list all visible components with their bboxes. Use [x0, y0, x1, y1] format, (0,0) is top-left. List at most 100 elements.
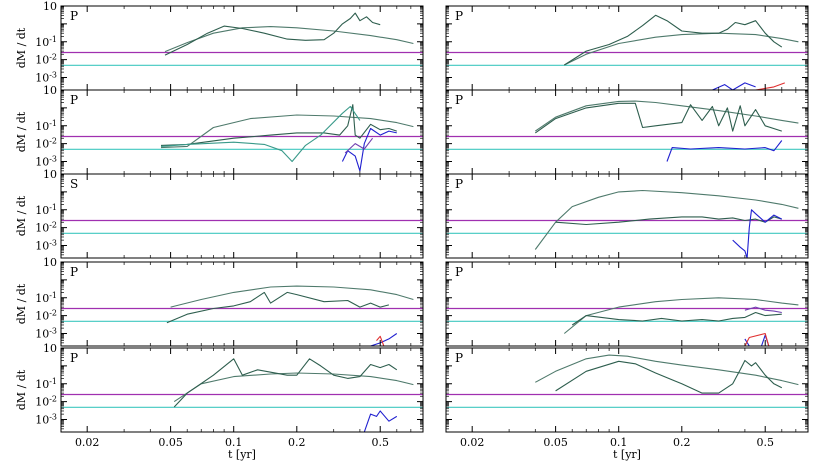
series-line-accretion [534, 102, 782, 134]
series-group [564, 14, 799, 90]
series-line-blue [732, 209, 783, 258]
panel-label: P [70, 93, 78, 107]
panel-label: P [455, 265, 463, 279]
x-tick-label: 0.5 [756, 436, 774, 449]
series-line-accretion [571, 311, 782, 326]
panel-frame [445, 347, 809, 433]
x-tick-label: 0.02 [460, 436, 485, 449]
panel-frame [60, 173, 424, 259]
panel-9: P [60, 347, 424, 433]
y-axis-title: dM / dt [15, 283, 28, 324]
x-tick-label: 0.1 [610, 436, 628, 449]
panel-label: P [70, 9, 78, 23]
panel-label: P [455, 351, 463, 365]
panel-10: P [445, 347, 809, 433]
panel-label: P [455, 93, 463, 107]
series-group [173, 358, 414, 432]
series-line-red [376, 335, 385, 346]
panel-3: P [60, 89, 424, 175]
panel-frame [60, 347, 424, 433]
panel-2: P [445, 5, 809, 91]
y-tick-label: 10 [43, 342, 57, 355]
series-line-purple [744, 306, 782, 314]
y-axis-title: dM / dt [15, 111, 28, 152]
y-axis-title: dM / dt [15, 369, 28, 410]
panel-6: P [445, 173, 809, 259]
series-group [534, 189, 799, 258]
series-line-blue [341, 127, 397, 172]
series-line-smooth [534, 189, 799, 250]
y-tick-label: 10-3 [35, 239, 57, 253]
x-tick-label: 0.2 [673, 436, 691, 449]
x-axis-title: t [yr] [613, 448, 641, 461]
x-axis-labels: 0.02 0.05 0.1 0.2 0.5 t [yr] 0.02 0.05 0.1 0.2 0.5… [75, 436, 774, 461]
panel-label: S [70, 177, 78, 191]
series-line-smooth [563, 297, 799, 334]
series-line-accretion [173, 358, 398, 408]
y-tick-label: 10 [43, 0, 57, 13]
y-tick-label: 10-2 [35, 221, 57, 235]
y-tick-label: 10-1 [35, 291, 57, 305]
y-tick-label: 10-3 [35, 71, 57, 85]
x-axis-title: t [yr] [228, 448, 256, 461]
series-group [563, 297, 799, 346]
y-tick-label: 10-3 [35, 327, 57, 341]
series-line-accretion [160, 104, 397, 146]
panel-frame [445, 5, 809, 91]
series-line-red [744, 332, 770, 346]
y-tick-label: 10-1 [35, 377, 57, 391]
y-tick-label: 10-2 [35, 309, 57, 323]
panel-frame [445, 261, 809, 347]
panel-5: S [60, 173, 424, 259]
series-line-smooth [534, 100, 799, 132]
series-group [535, 354, 799, 394]
y-tick-label: 10-2 [35, 53, 57, 67]
series-line-accretion [166, 291, 390, 324]
panels-group: P P P P S P P P P P [60, 5, 809, 433]
panel-frame [60, 261, 424, 347]
y-tick-label: 10 [43, 84, 57, 97]
y-tick-label: 10-2 [35, 137, 57, 151]
series-line-smooth [160, 114, 414, 149]
series-line-teal [160, 105, 361, 163]
series-line-smooth [170, 285, 414, 308]
y-tick-label: 10-1 [35, 119, 57, 133]
y-tick-label: 10 [43, 256, 57, 269]
series-line-smooth [535, 354, 799, 386]
x-tick-label: 0.05 [158, 436, 183, 449]
panel-frame [445, 173, 809, 259]
panel-label: P [70, 351, 78, 365]
x-tick-label: 0.1 [225, 436, 243, 449]
series-group [164, 12, 414, 56]
y-axis-title: dM / dt [15, 195, 28, 236]
y-tick-label: 10-1 [35, 203, 57, 217]
series-line-accretion [564, 14, 783, 66]
panel-1: P [60, 5, 424, 91]
series-group [160, 104, 414, 172]
series-line-purple [344, 137, 374, 154]
series-line-accretion [555, 359, 783, 394]
series-line-smooth [173, 372, 414, 403]
y-axis-labels: 10 10-1 10-2 10-3 dM / dt 10-1 10-2 10-3 dM / dt… [15, 0, 57, 427]
panel-label: P [455, 177, 463, 191]
series-line-blue [666, 140, 783, 162]
y-tick-label: 10 [43, 168, 57, 181]
x-tick-label: 0.05 [543, 436, 568, 449]
y-tick-label: 10-3 [35, 155, 57, 169]
y-axis-title: dM / dt [15, 27, 28, 68]
y-tick-label: 10-2 [35, 395, 57, 409]
series-line-blue [233, 410, 398, 432]
panel-frame [445, 89, 809, 175]
panel-label: P [455, 9, 463, 23]
series-line-blue [712, 82, 756, 90]
series-line-smooth [564, 32, 799, 66]
series-line-blue [744, 334, 782, 346]
x-tick-label: 0.5 [371, 436, 389, 449]
panel-4: P [445, 89, 809, 175]
series-group [166, 285, 414, 346]
panel-8: P [445, 261, 809, 347]
panel-7: P [60, 261, 424, 347]
panel-label: P [70, 265, 78, 279]
y-tick-label: 10-3 [35, 413, 57, 427]
